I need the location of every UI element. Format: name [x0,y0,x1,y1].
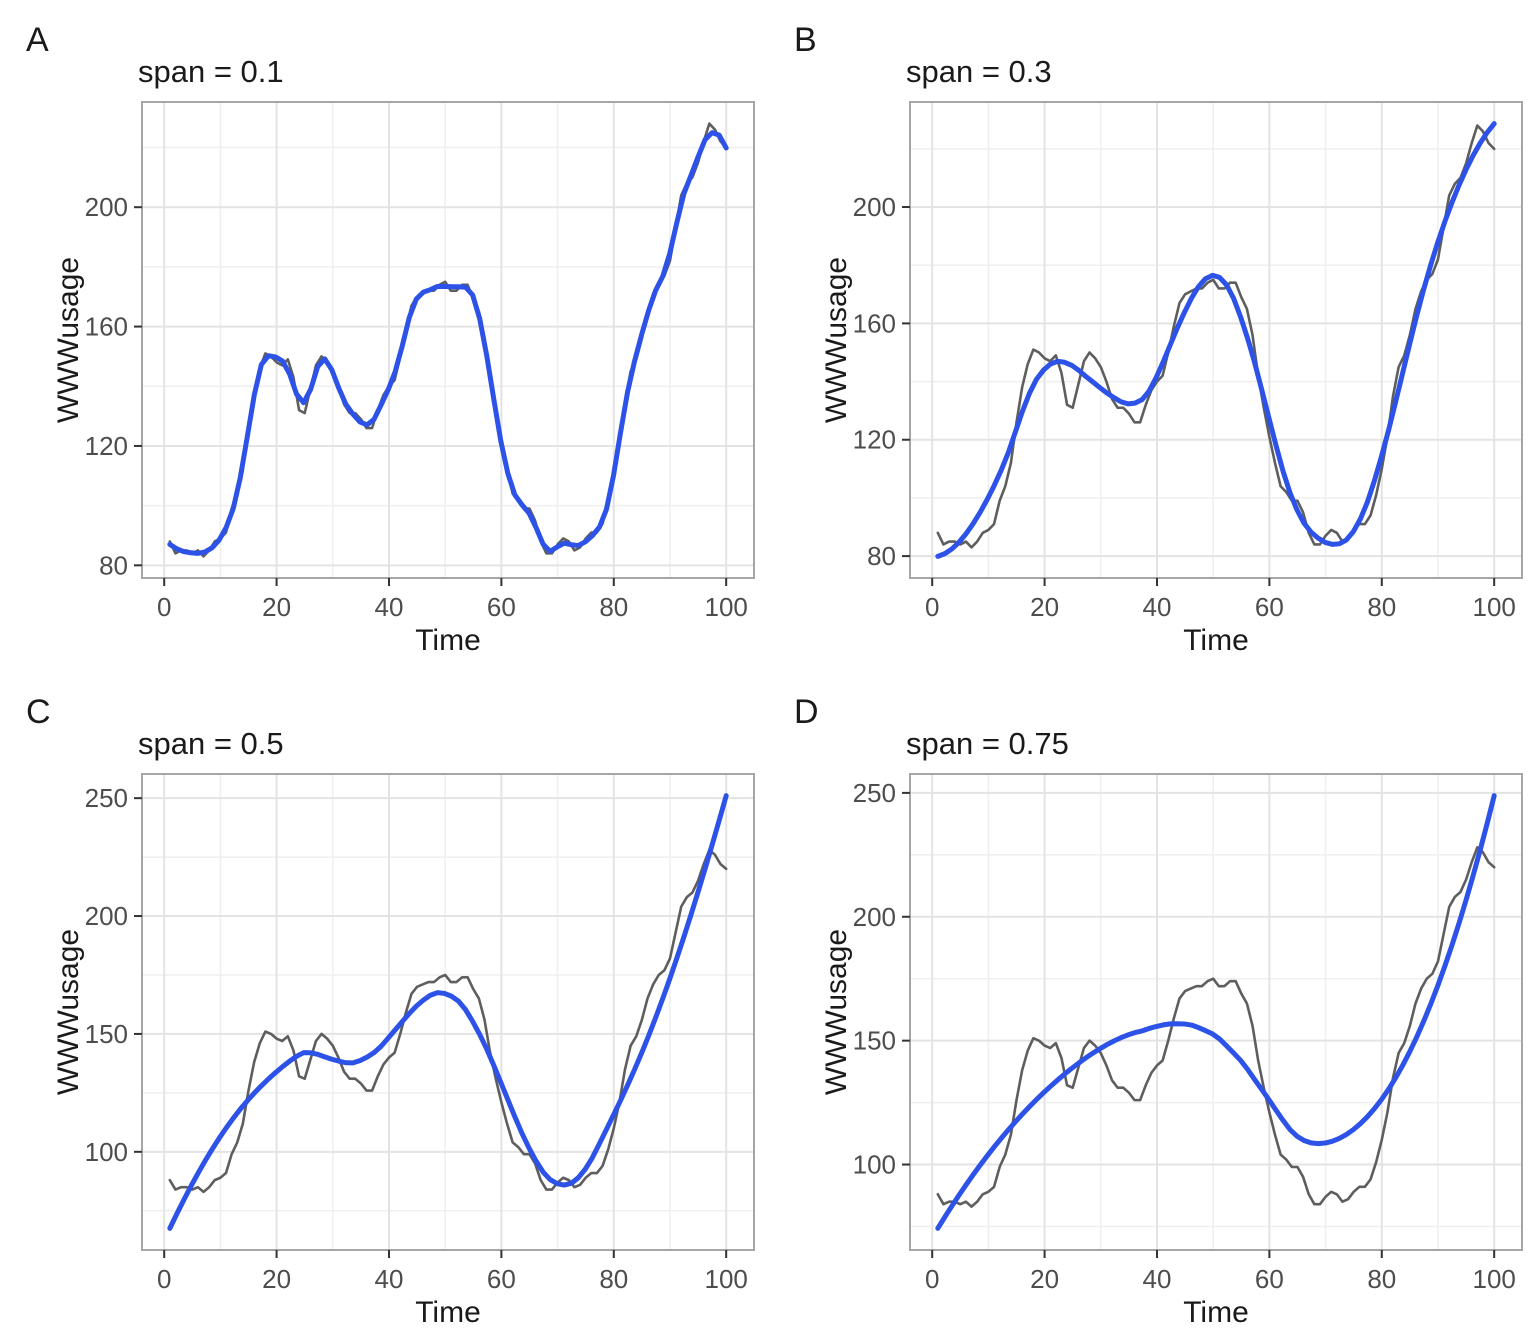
panel-d: 0 20 40 60 80 100 100 150 200 250 Time WWWusage D s… [768,672,1536,1344]
x-tick-label: 100 [1472,1264,1515,1294]
x-axis-title: Time [1183,624,1249,657]
x-tick-label: 80 [1367,1264,1396,1294]
panel-background [142,774,754,1250]
y-tick-label: 100 [85,1137,128,1167]
loess-smooth-line [167,130,729,556]
x-tick-label: 100 [1472,592,1515,622]
y-tick-label: 160 [853,308,896,338]
loess-smooth-line [167,793,729,1231]
x-tick-label: 40 [375,1264,404,1294]
x-tick-label: 20 [262,1264,291,1294]
x-tick-label: 0 [157,1264,171,1294]
wwwusage-data-line [168,848,728,1194]
x-tick-label: 60 [487,1264,516,1294]
x-tick-label: 0 [925,1264,939,1294]
panel-a-tag: A [26,21,49,59]
x-tick-label: 80 [599,1264,628,1294]
panel-b-plot: 0 20 40 60 80 100 80 120 160 200 Time WWWusage [820,101,1523,657]
x-tick-label: 60 [1255,1264,1284,1294]
y-tick-label: 200 [853,902,896,932]
loess-smooth-line [935,793,1497,1231]
panel-background [910,102,1522,578]
x-tick-label: 80 [1367,592,1396,622]
panel-c: 0 20 40 60 80 100 100 150 200 250 Time WWWusage C s… [0,672,768,1344]
y-axis-title: WWWusage [52,257,85,423]
panel-d-plot: 0 20 40 60 80 100 100 150 200 250 Time WWWusage [820,773,1523,1329]
x-axis-title: Time [1183,1296,1249,1329]
y-tick-label: 150 [85,1019,128,1049]
x-tick-label: 80 [599,592,628,622]
panel-c-tag: C [26,693,51,731]
panel-b-tag: B [794,21,817,59]
panel-c-plot: 0 20 40 60 80 100 100 150 200 250 Time WWWusage [52,773,755,1329]
y-axis-title: WWWusage [52,929,85,1095]
panel-b: 0 20 40 60 80 100 80 120 160 200 Time WWWusage B sp… [768,0,1536,672]
x-axis-title: Time [415,1296,481,1329]
x-tick-label: 0 [925,592,939,622]
y-tick-label: 250 [85,783,128,813]
x-axis-title: Time [415,624,481,657]
x-tick-label: 60 [1255,592,1284,622]
y-tick-label: 100 [853,1150,896,1180]
y-tick-label: 250 [853,778,896,808]
x-tick-label: 60 [487,592,516,622]
panel-border [141,773,755,1251]
panel-d-tag: D [794,693,819,731]
panel-d-title: span = 0.75 [906,726,1069,761]
panel-border [909,773,1523,1251]
x-tick-label: 40 [375,592,404,622]
panel-background [142,102,754,578]
y-tick-label: 120 [85,431,128,461]
loess-smooth-line [935,121,1497,559]
y-tick-label: 200 [853,192,896,222]
x-tick-label: 20 [1030,592,1059,622]
y-tick-label: 150 [853,1026,896,1056]
y-tick-label: 80 [867,541,896,571]
panel-b-title: span = 0.3 [906,54,1052,89]
panel-a: 0 20 40 60 80 100 80 120 160 200 Time WWWusage A sp… [0,0,768,672]
x-tick-label: 20 [1030,1264,1059,1294]
x-tick-label: 100 [704,592,747,622]
panel-border [141,101,755,579]
x-tick-label: 100 [704,1264,747,1294]
wwwusage-data-line [936,846,1496,1208]
y-tick-label: 200 [85,901,128,931]
panel-border [909,101,1523,579]
panel-a-plot: 0 20 40 60 80 100 80 120 160 200 Time WWWusage [52,101,755,657]
x-tick-label: 40 [1143,592,1172,622]
x-tick-label: 0 [157,592,171,622]
wwwusage-data-line [936,124,1496,549]
x-tick-label: 40 [1143,1264,1172,1294]
y-axis-title: WWWusage [820,257,853,423]
y-axis-title: WWWusage [820,929,853,1095]
x-tick-label: 20 [262,592,291,622]
panel-c-title: span = 0.5 [138,726,284,761]
y-tick-label: 160 [85,312,128,342]
panel-background [910,774,1522,1250]
y-tick-label: 200 [85,192,128,222]
y-tick-label: 80 [99,550,128,580]
panel-a-title: span = 0.1 [138,54,284,89]
y-tick-label: 120 [853,425,896,455]
